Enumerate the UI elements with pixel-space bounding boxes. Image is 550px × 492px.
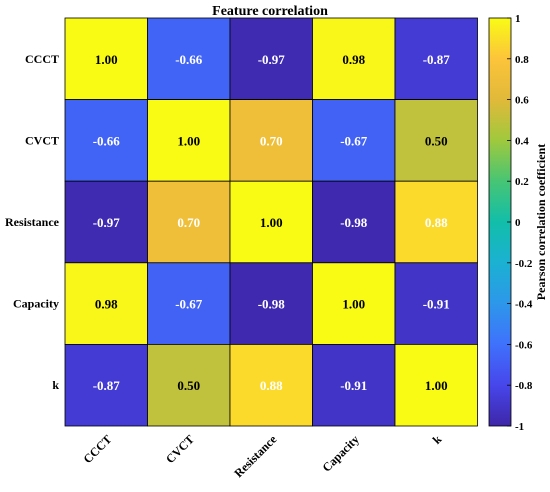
heatmap-cell xyxy=(229,17,313,100)
heatmap-cell xyxy=(394,343,478,427)
heatmap-cell xyxy=(229,343,313,427)
y-tick-label: Resistance xyxy=(5,215,60,229)
cell-value-label: -0.66 xyxy=(93,133,121,148)
cell-value-label: 0.70 xyxy=(177,215,200,230)
colorbar-tick-label: -0.2 xyxy=(515,258,533,270)
cell-value-label: 1.00 xyxy=(425,378,448,393)
heatmap-value-labels: 1.00 -0.66 -0.97 0.98 -0.87 -0.66 1.00 0.70 -0.6… xyxy=(93,52,451,393)
cell-value-label: 0.98 xyxy=(95,297,118,312)
colorbar-tick-label: 0.2 xyxy=(515,176,529,188)
cell-value-label: -0.98 xyxy=(340,215,368,230)
colorbar-tick-label: 0.4 xyxy=(515,135,529,147)
heatmap-cell xyxy=(147,262,231,345)
x-tick-label: CVCT xyxy=(163,432,197,466)
cell-value-label: 0.88 xyxy=(260,378,283,393)
x-tick-label: CCCT xyxy=(80,432,114,466)
heatmap-cell xyxy=(229,262,313,345)
heatmap-cells xyxy=(64,17,478,427)
colorbar-tick-label: 0 xyxy=(515,217,521,229)
cell-value-label: -0.87 xyxy=(93,378,121,393)
cell-value-label: -0.97 xyxy=(93,215,121,230)
y-tick-label: k xyxy=(52,378,59,392)
heatmap-cell xyxy=(394,99,478,182)
cell-value-label: 0.88 xyxy=(425,215,448,230)
heatmap-cell xyxy=(147,180,231,264)
cell-value-label: -0.67 xyxy=(340,133,368,148)
x-tick-label: Capacity xyxy=(319,432,361,474)
colorbar-tick-label: -0.6 xyxy=(515,339,533,351)
cell-value-label: 0.70 xyxy=(260,133,283,148)
cell-value-label: -0.91 xyxy=(340,378,367,393)
cell-value-label: -0.91 xyxy=(423,297,450,312)
cell-value-label: 1.00 xyxy=(260,215,283,230)
colorbar-tick-label: -1 xyxy=(515,421,524,433)
cell-value-label: 1.00 xyxy=(342,297,365,312)
heatmap-cell xyxy=(64,262,148,345)
colorbar-tick-label: 0.8 xyxy=(515,54,529,66)
cell-value-label: -0.87 xyxy=(423,52,451,67)
heatmap-cell xyxy=(312,17,396,100)
colorbar-tick-label: 1 xyxy=(515,13,521,25)
cell-value-label: -0.98 xyxy=(258,297,286,312)
cell-value-label: -0.66 xyxy=(175,52,203,67)
chart-title: Feature correlation xyxy=(212,4,328,19)
heatmap-cell xyxy=(394,17,478,100)
cell-value-label: -0.67 xyxy=(175,297,203,312)
cell-value-label: 0.50 xyxy=(425,133,448,148)
colorbar: 1 0.8 0.6 0.4 0.2 0 -0.2 -0.4 -0.6 -0.8 -1 xyxy=(488,13,533,433)
heatmap-cell xyxy=(229,99,313,182)
cell-value-label: 1.00 xyxy=(95,52,118,67)
x-axis-tick-labels: CCCT CVCT Resistance Capacity k xyxy=(80,432,444,481)
heatmap-cell xyxy=(229,180,313,264)
heatmap-cell xyxy=(147,343,231,427)
cell-value-label: -0.97 xyxy=(258,52,286,67)
cell-value-label: 1.00 xyxy=(177,133,200,148)
heatmap-cell xyxy=(394,180,478,264)
colorbar-tick-label: 0.6 xyxy=(515,95,529,107)
colorbar-tick-label: -0.4 xyxy=(515,299,533,311)
heatmap-cell xyxy=(312,180,396,264)
x-tick-label: k xyxy=(430,432,445,447)
heatmap-cell xyxy=(147,17,231,100)
heatmap-cell xyxy=(312,262,396,345)
y-tick-label: CCCT xyxy=(25,52,59,66)
colorbar-tick-label: -0.8 xyxy=(515,380,533,392)
heatmap-cell xyxy=(394,262,478,345)
y-axis-tick-labels: CCCT CVCT Resistance Capacity k xyxy=(5,52,60,392)
heatmap-cell xyxy=(64,99,148,182)
y-tick-label: CVCT xyxy=(25,133,59,147)
heatmap-cell xyxy=(64,343,148,427)
colorbar-label: Pearson correlation coefficient xyxy=(534,144,548,300)
heatmap-cell xyxy=(64,17,148,100)
cell-value-label: 0.50 xyxy=(177,378,200,393)
x-tick-label: Resistance xyxy=(231,432,280,481)
y-tick-label: Capacity xyxy=(13,297,59,311)
cell-value-label: 0.98 xyxy=(342,52,365,67)
